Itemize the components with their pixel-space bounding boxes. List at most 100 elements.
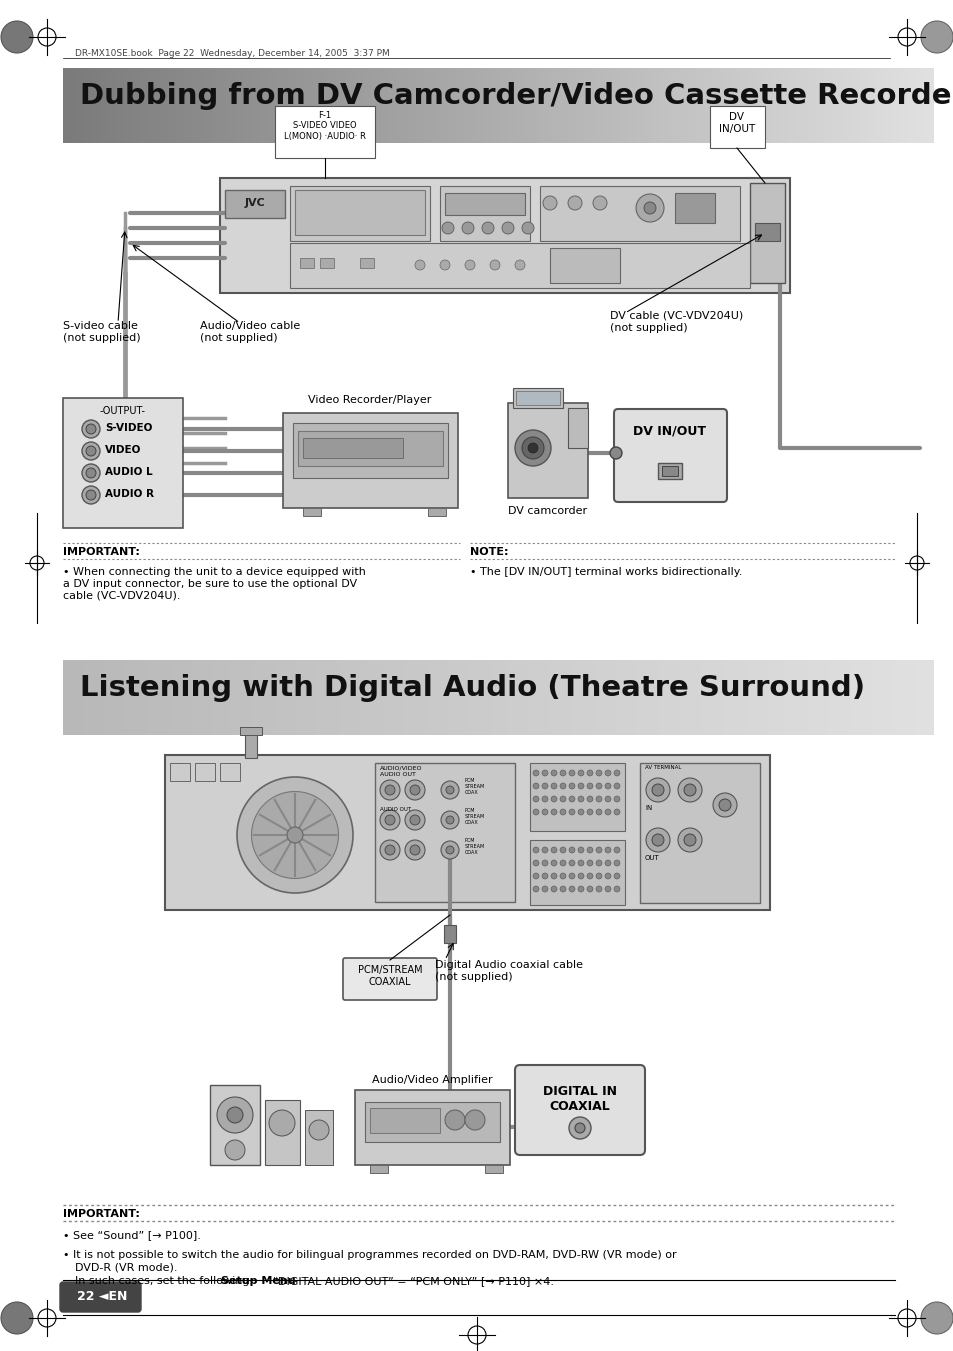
Bar	[671, 68, 675, 143]
Bar	[645, 661, 648, 735]
Bar	[617, 661, 620, 735]
Bar	[537, 68, 539, 143]
Bar	[508, 68, 512, 143]
Bar	[128, 661, 132, 735]
Bar	[295, 68, 298, 143]
Bar	[263, 68, 266, 143]
Bar	[791, 68, 794, 143]
Bar	[85, 68, 88, 143]
Bar	[176, 661, 179, 735]
Bar	[591, 68, 594, 143]
Bar	[862, 661, 865, 735]
Bar	[567, 68, 570, 143]
Bar	[701, 68, 705, 143]
Bar	[134, 661, 138, 735]
Bar	[923, 68, 926, 143]
Bar	[275, 68, 279, 143]
Bar	[903, 661, 907, 735]
Circle shape	[82, 442, 100, 459]
Circle shape	[596, 886, 601, 892]
Bar	[369, 661, 373, 735]
Bar	[560, 68, 563, 143]
Bar	[109, 68, 112, 143]
Bar	[472, 68, 475, 143]
Bar	[886, 661, 889, 735]
Text: Audio/Video Amplifier: Audio/Video Amplifier	[372, 1075, 492, 1085]
Bar	[584, 68, 588, 143]
Bar	[306, 661, 310, 735]
Bar	[85, 661, 88, 735]
Bar	[837, 661, 840, 735]
Bar	[760, 68, 763, 143]
Bar	[506, 68, 509, 143]
Text: DR-MX10SE.book  Page 22  Wednesday, December 14, 2005  3:37 PM: DR-MX10SE.book Page 22 Wednesday, Decemb…	[75, 49, 390, 58]
Bar	[360, 68, 364, 143]
Circle shape	[405, 780, 424, 800]
Bar	[417, 68, 420, 143]
Text: AUDIO L: AUDIO L	[105, 467, 152, 477]
Bar	[404, 68, 407, 143]
Circle shape	[578, 861, 583, 866]
Bar	[119, 68, 123, 143]
Bar	[83, 661, 86, 735]
Bar	[411, 661, 414, 735]
Bar	[652, 68, 655, 143]
Bar	[604, 661, 607, 735]
Bar	[856, 661, 860, 735]
Bar	[611, 661, 614, 735]
Bar	[898, 68, 901, 143]
Bar	[817, 661, 820, 735]
Bar	[192, 661, 194, 735]
Bar	[730, 68, 733, 143]
Bar	[819, 661, 822, 735]
Bar	[217, 661, 220, 735]
Bar	[394, 661, 396, 735]
Bar	[419, 661, 422, 735]
Bar	[554, 68, 558, 143]
Bar	[287, 661, 290, 735]
Bar	[621, 661, 624, 735]
Bar	[378, 661, 381, 735]
Bar	[178, 68, 181, 143]
Circle shape	[225, 1140, 245, 1161]
Bar	[669, 68, 672, 143]
Bar	[880, 661, 883, 735]
Circle shape	[309, 1120, 329, 1140]
Bar	[282, 661, 286, 735]
Circle shape	[645, 778, 669, 802]
Bar	[700, 68, 702, 143]
Bar	[197, 68, 201, 143]
Circle shape	[578, 847, 583, 852]
Bar	[220, 763, 240, 781]
Circle shape	[604, 847, 610, 852]
Bar	[370, 1108, 439, 1133]
Bar	[550, 661, 553, 735]
Bar	[226, 68, 229, 143]
Bar	[482, 68, 485, 143]
Text: F-1
S-VIDEO VIDEO
L(MONO) ·AUDIO· R: F-1 S-VIDEO VIDEO L(MONO) ·AUDIO· R	[284, 111, 366, 141]
Bar	[723, 68, 726, 143]
Bar	[497, 661, 500, 735]
Bar	[115, 661, 118, 735]
Bar	[252, 661, 255, 735]
Bar	[732, 661, 736, 735]
Bar	[888, 661, 892, 735]
Bar	[721, 661, 724, 735]
Bar	[567, 408, 587, 449]
Bar	[845, 661, 848, 735]
Bar	[693, 68, 697, 143]
Bar	[728, 661, 731, 735]
Bar	[321, 661, 325, 735]
Circle shape	[651, 784, 663, 796]
Bar	[806, 661, 809, 735]
Bar	[849, 661, 853, 735]
Bar	[643, 661, 646, 735]
Bar	[803, 661, 807, 735]
Bar	[661, 466, 678, 476]
Bar	[226, 661, 229, 735]
Bar	[467, 68, 470, 143]
Bar	[532, 68, 536, 143]
Bar	[454, 661, 457, 735]
Bar	[197, 661, 201, 735]
Bar	[270, 661, 273, 735]
